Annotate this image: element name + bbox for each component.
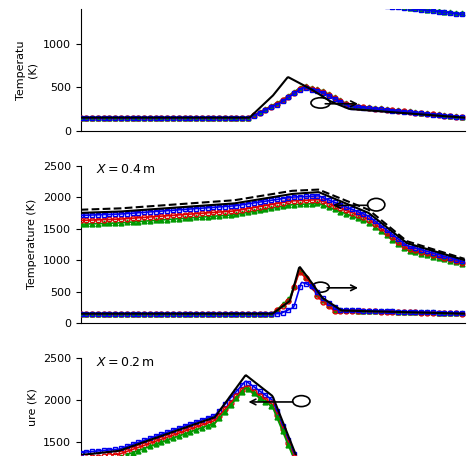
Text: $X = 0.2\,\mathrm{m}$: $X = 0.2\,\mathrm{m}$: [96, 356, 155, 369]
Text: $X = 0.4\,\mathrm{m}$: $X = 0.4\,\mathrm{m}$: [96, 163, 155, 176]
Y-axis label: Temperature (K): Temperature (K): [27, 199, 37, 290]
Y-axis label: Temperatu
(K): Temperatu (K): [16, 40, 37, 100]
Y-axis label: ure (K): ure (K): [27, 388, 37, 426]
